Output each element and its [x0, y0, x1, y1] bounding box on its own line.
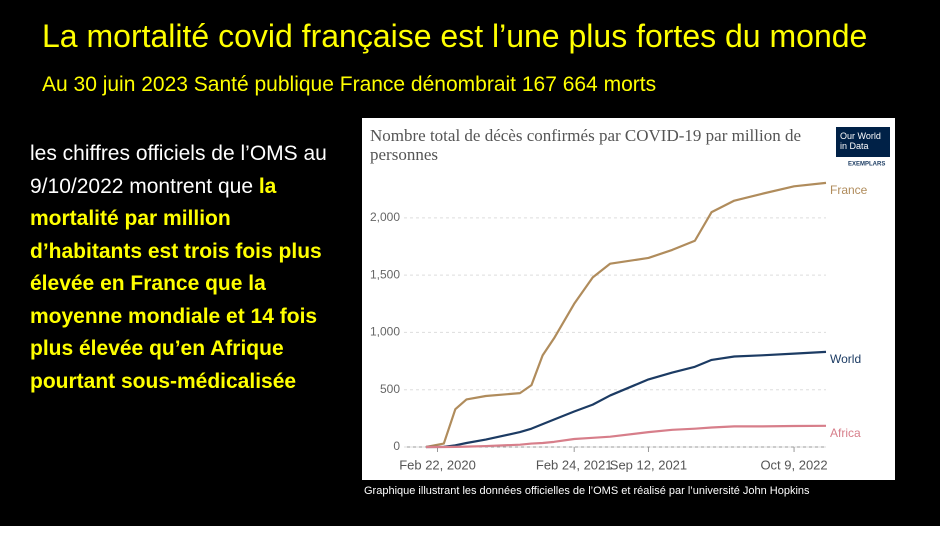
series-label: France [830, 183, 868, 197]
body-text: les chiffres officiels de l’OMS au 9/10/… [30, 138, 342, 398]
y-tick-label: 1,500 [370, 267, 400, 281]
logo-sub: EXEMPLARS [848, 162, 885, 168]
bottom-band [0, 526, 940, 533]
chart-title-box: Nombre total de décès confirmés par COVI… [370, 126, 802, 164]
chart-title: Nombre total de décès confirmés par COVI… [370, 126, 802, 164]
logo-box [836, 127, 890, 157]
caption: Graphique illustrant les données officie… [364, 485, 810, 497]
slide-title: La mortalité covid française est l’une p… [42, 14, 940, 107]
x-tick-label: Sep 12, 2021 [610, 457, 687, 472]
logo: Our World in Data [840, 131, 881, 151]
x-tick-label: Oct 9, 2022 [760, 457, 827, 472]
y-tick-label: 0 [393, 439, 400, 453]
series-label: World [830, 352, 861, 366]
title: La mortalité covid française est l’une p… [42, 18, 868, 54]
y-tick-label: 1,000 [370, 325, 400, 339]
y-tick-label: 500 [380, 382, 400, 396]
subtitle: Au 30 juin 2023 Santé publique France dé… [42, 73, 657, 96]
x-tick-label: Feb 22, 2020 [399, 457, 476, 472]
series-line [425, 350, 827, 449]
body-plain: les chiffres officiels de l’OMS au 9/10/… [30, 142, 327, 198]
series-line [425, 181, 827, 449]
series-label: Africa [830, 426, 861, 440]
body-highlight: la mortalité par million d’habitants est… [30, 174, 322, 393]
series-line [426, 424, 827, 449]
x-tick-label: Feb 24, 2021 [536, 457, 613, 472]
y-tick-label: 2,000 [370, 210, 400, 224]
logo-text-box: Our World in Data [840, 131, 881, 151]
